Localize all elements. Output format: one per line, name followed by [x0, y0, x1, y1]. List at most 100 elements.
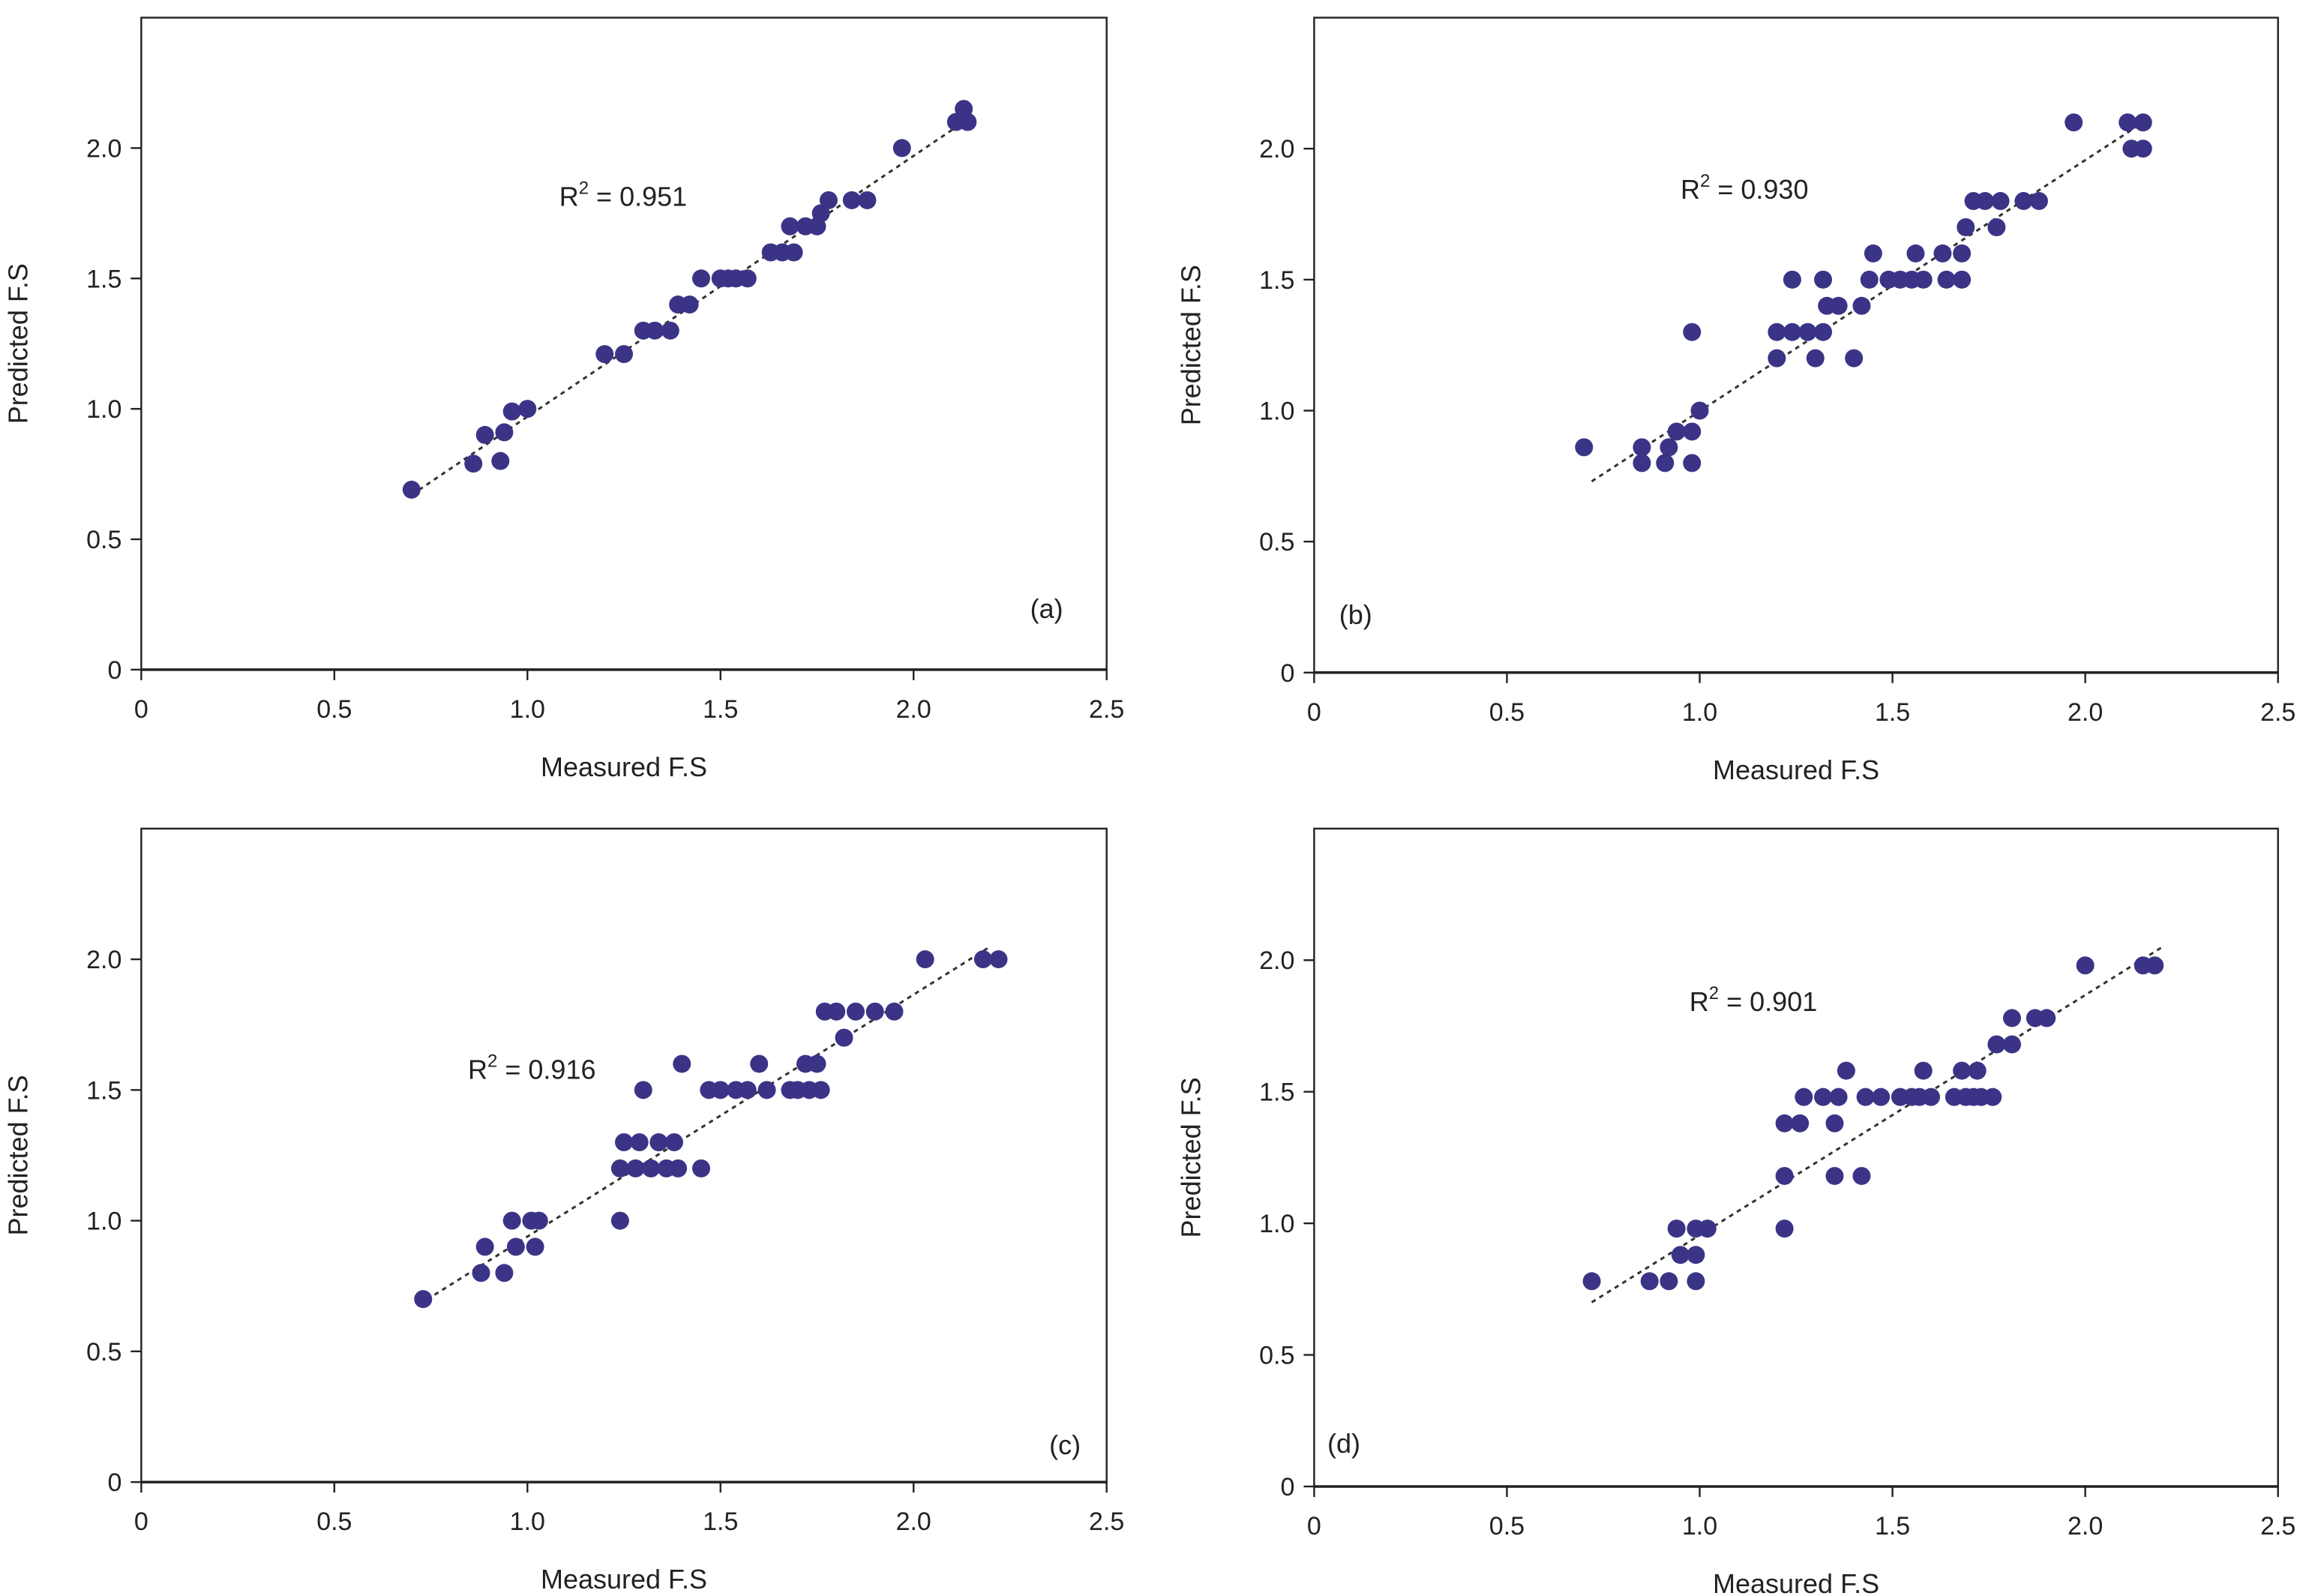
data-point [711, 1081, 730, 1100]
data-point [1933, 244, 1952, 262]
data-point [846, 1002, 865, 1021]
data-point [835, 1028, 853, 1047]
data-point [518, 400, 537, 418]
x-axis-title: Measured F.S [1713, 754, 1879, 785]
trend-line [1591, 946, 2164, 1304]
y-tick-label: 0.5 [86, 526, 121, 554]
y-tick-label: 1.5 [86, 265, 121, 293]
r-squared-label: R2 = 0.916 [468, 1051, 595, 1084]
data-point [595, 345, 614, 364]
data-point [2002, 1009, 2021, 1028]
data-point [811, 1081, 830, 1100]
data-point [506, 1238, 525, 1256]
y-tick-label: 1.5 [86, 1076, 121, 1105]
r-squared-label: R2 = 0.930 [1681, 171, 1808, 205]
x-tick-label: 1.0 [1682, 1512, 1717, 1540]
x-axis-title: Measured F.S [541, 752, 707, 782]
data-point [1768, 322, 1786, 341]
plot-frame [140, 827, 1108, 1484]
x-tick-label: 0 [134, 695, 148, 724]
data-point [626, 1159, 645, 1178]
data-point [1864, 244, 1882, 262]
data-point [669, 1159, 688, 1178]
data-point [692, 269, 711, 288]
data-point [858, 190, 877, 209]
y-axis-title: Predicted F.S [1175, 1077, 1206, 1238]
data-point [414, 1290, 433, 1309]
data-point [630, 1133, 649, 1152]
data-point [1953, 244, 1972, 262]
y-tick-label: 1.5 [1259, 1078, 1294, 1107]
y-tick-label: 0 [1280, 1473, 1294, 1502]
x-tick-label: 1.0 [510, 1508, 545, 1536]
data-point [1660, 1272, 1678, 1291]
y-tick-label: 1.0 [86, 1208, 121, 1236]
x-axis-title: Measured F.S [541, 1564, 707, 1594]
data-point [1660, 438, 1678, 457]
data-point [1640, 1272, 1659, 1291]
data-point [1991, 192, 2010, 211]
data-point [750, 1054, 769, 1073]
data-point [475, 425, 494, 444]
x-tick-label: 2.0 [896, 695, 931, 724]
data-point [495, 423, 514, 442]
y-tick-label: 1.0 [86, 395, 121, 424]
x-tick-label: 2.5 [2260, 698, 2296, 727]
scatter-panel-a: 0 0.5 1.0 1.5 2.0 2.5 0 0.5 1.0 1.5 2.0 Measured F.… [2, 16, 1124, 782]
y-tick-label: 0 [107, 1468, 121, 1497]
data-point [1687, 1272, 1705, 1291]
data-point [464, 454, 483, 473]
data-point [757, 1081, 776, 1100]
data-point [661, 321, 679, 340]
data-point [738, 1081, 757, 1100]
data-point [2029, 192, 2048, 211]
data-point [973, 950, 992, 969]
trend-line [418, 945, 992, 1306]
data-point [1914, 1061, 1933, 1080]
plot-frame [1313, 827, 2279, 1488]
data-point [2134, 140, 2152, 158]
data-point [1814, 1088, 1833, 1106]
x-tick-label: 1.5 [1875, 698, 1910, 727]
trend-line [1591, 122, 2144, 483]
y-tick-label: 1.0 [1259, 1210, 1294, 1238]
data-point [2038, 1009, 2056, 1028]
r-squared-label: R2 = 0.951 [559, 178, 687, 212]
data-point [1829, 1088, 1848, 1106]
data-point [1683, 422, 1702, 441]
data-point [1953, 1061, 1972, 1080]
y-tick-label: 0.5 [86, 1338, 121, 1366]
data-point [1837, 1061, 1855, 1080]
data-point [1852, 1166, 1871, 1185]
data-point [664, 1133, 683, 1152]
data-point [2065, 113, 2083, 132]
data-point [526, 1238, 544, 1256]
y-axis-title: Predicted F.S [2, 263, 33, 424]
data-point [1575, 438, 1594, 457]
data-point [502, 402, 521, 421]
data-point [1582, 1272, 1601, 1291]
data-point [1775, 1114, 1794, 1132]
y-tick-label: 2.0 [86, 946, 121, 974]
data-point [781, 217, 799, 236]
data-point [865, 1002, 884, 1021]
data-point [738, 269, 757, 288]
x-tick-label: 0 [134, 1508, 148, 1536]
data-point [1671, 1246, 1690, 1264]
x-axis-title: Measured F.S [1713, 1568, 1879, 1596]
data-point [1814, 322, 1833, 341]
data-point [1856, 1088, 1875, 1106]
x-tick-label: 2.0 [2068, 1512, 2103, 1540]
y-tick-label: 0.5 [1259, 528, 1294, 556]
data-point [610, 1159, 629, 1178]
data-point [1683, 454, 1702, 472]
data-point [1633, 438, 1651, 457]
x-tick-label: 1.0 [1682, 698, 1717, 727]
data-point [842, 190, 861, 209]
data-point [1906, 244, 1925, 262]
x-tick-label: 2.5 [1089, 1508, 1124, 1536]
data-point [646, 321, 664, 340]
y-tick-label: 1.5 [1259, 266, 1294, 295]
data-point [472, 1264, 490, 1282]
